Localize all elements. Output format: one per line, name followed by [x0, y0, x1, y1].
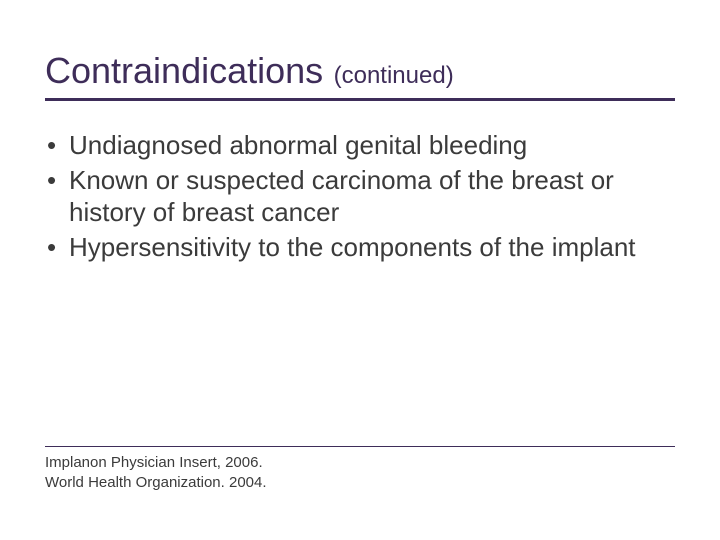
bullet-list: Undiagnosed abnormal genital bleeding Kn…: [45, 129, 675, 263]
bullet-text: Undiagnosed abnormal genital bleeding: [69, 130, 527, 160]
list-item: Hypersensitivity to the components of th…: [45, 231, 675, 264]
bullet-text: Hypersensitivity to the components of th…: [69, 232, 636, 262]
slide-title: Contraindications: [45, 50, 323, 91]
footer-line: World Health Organization. 2004.: [45, 473, 675, 493]
bullet-text: Known or suspected carcinoma of the brea…: [69, 165, 614, 228]
list-item: Known or suspected carcinoma of the brea…: [45, 164, 675, 229]
footer-line: Implanon Physician Insert, 2006.: [45, 453, 675, 473]
slide: Contraindications (continued) Undiagnose…: [0, 0, 720, 540]
list-item: Undiagnosed abnormal genital bleeding: [45, 129, 675, 162]
footer-rule: [45, 446, 675, 447]
slide-body: Undiagnosed abnormal genital bleeding Kn…: [45, 129, 675, 263]
title-block: Contraindications (continued): [45, 50, 675, 101]
slide-subtitle: (continued): [334, 62, 454, 89]
slide-footer: Implanon Physician Insert, 2006. World H…: [45, 446, 675, 492]
